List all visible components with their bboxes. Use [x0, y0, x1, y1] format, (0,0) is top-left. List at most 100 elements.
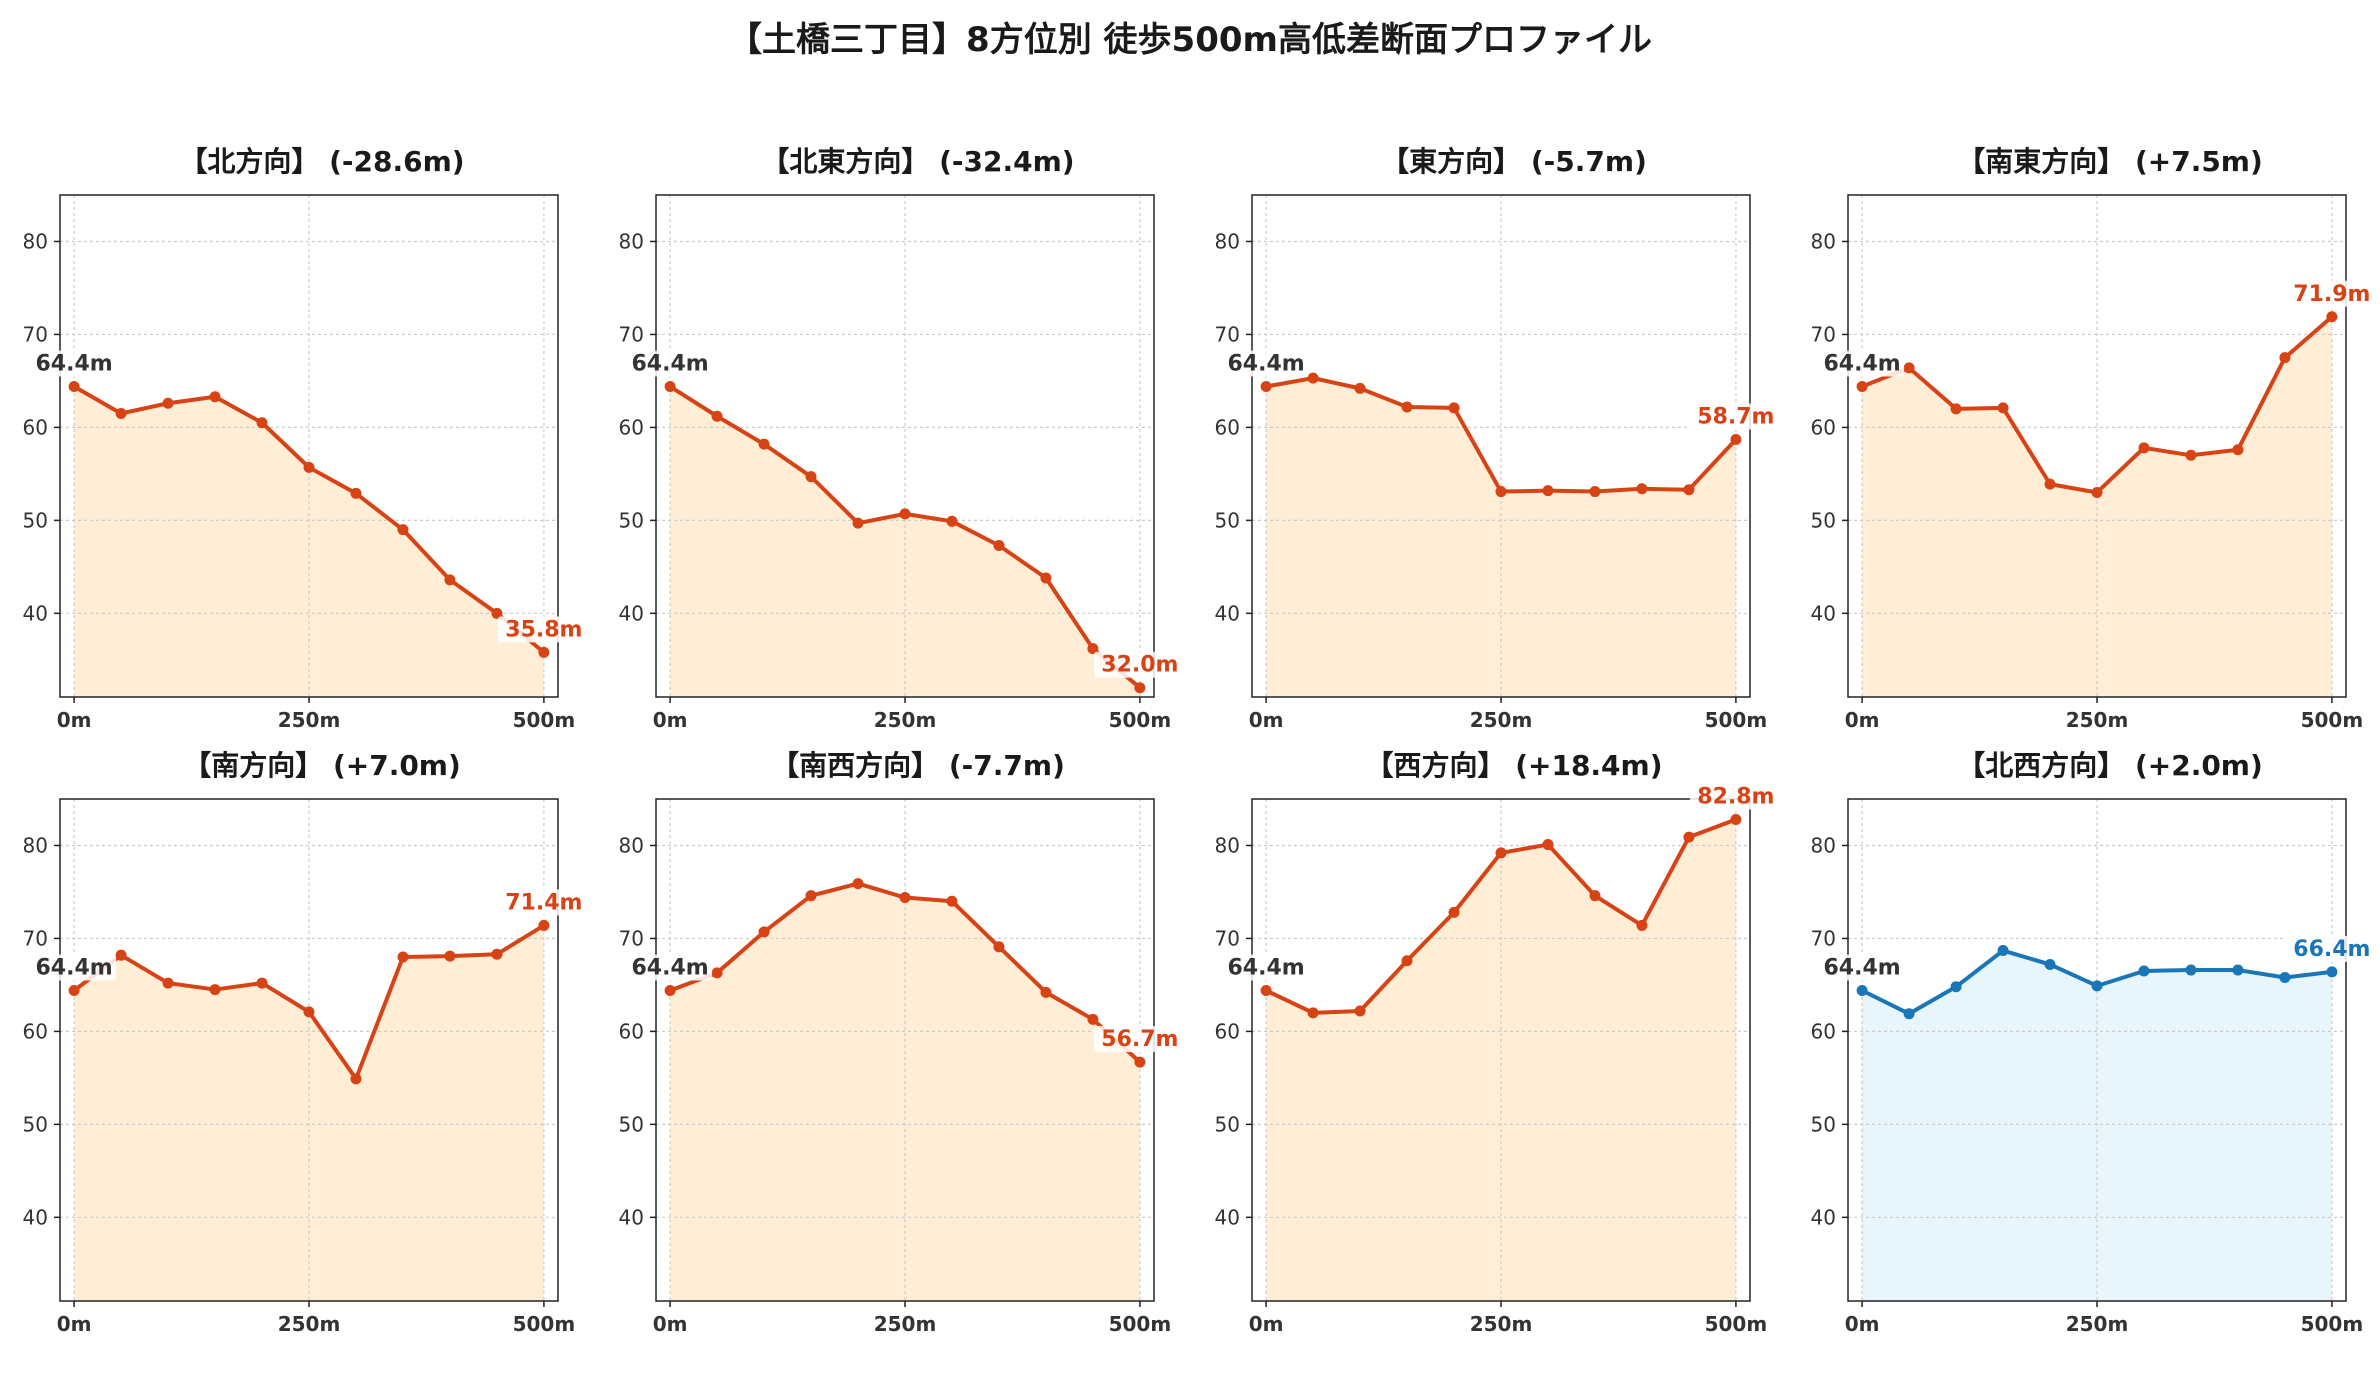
y-tick-label: 60	[23, 415, 48, 439]
data-point	[2091, 486, 2103, 498]
data-point	[1683, 484, 1695, 496]
x-tick-label: 0m	[1845, 708, 1880, 732]
end-label-bg	[1093, 1026, 1186, 1053]
data-point	[1354, 382, 1366, 394]
data-point	[2138, 442, 2150, 454]
profile-chart: 40 50 60 70 80 0m 250m 500m 64.4m 56.7m	[619, 798, 1186, 1336]
y-tick-label: 80	[23, 229, 48, 253]
data-point	[852, 517, 864, 529]
data-point	[852, 878, 864, 890]
profile-chart: 40 50 60 70 80 0m 250m 500m 64.4m 66.4m	[1811, 798, 2378, 1336]
y-tick-label: 50	[619, 508, 644, 532]
chart-panel-southwest: 【南西方向】 (-7.7m) 40 50 60 70 80 0m 250m 500m 64.4m…	[619, 744, 1208, 1364]
data-point	[1997, 402, 2009, 414]
end-label-bg	[497, 889, 590, 916]
area-fill	[1266, 819, 1736, 1301]
y-tick-label: 60	[1215, 1019, 1240, 1043]
data-point	[162, 397, 174, 409]
x-tick-label: 500m	[1109, 708, 1172, 732]
x-tick-label: 250m	[1470, 708, 1533, 732]
data-point	[805, 890, 817, 902]
end-label: 82.8m	[1697, 784, 1774, 809]
data-point	[1448, 402, 1460, 414]
data-point	[1856, 381, 1868, 393]
data-point	[1589, 486, 1601, 498]
data-point	[303, 1006, 315, 1018]
end-label-bg	[2285, 935, 2378, 962]
data-point	[1542, 485, 1554, 497]
data-point	[1950, 981, 1962, 993]
y-tick-label: 40	[1811, 601, 1836, 625]
x-tick-label: 500m	[513, 1312, 576, 1336]
data-point	[538, 646, 550, 658]
start-label: 64.4m	[1823, 352, 1900, 377]
y-tick-label: 80	[1811, 229, 1836, 253]
start-label: 64.4m	[1823, 956, 1900, 981]
data-point	[899, 508, 911, 520]
start-label-bg	[628, 350, 713, 377]
start-label-bg	[1820, 350, 1905, 377]
start-label: 64.4m	[1227, 956, 1304, 981]
end-label-bg	[1689, 403, 1782, 430]
panel-title: 【西方向】 (+18.4m)	[1365, 749, 1663, 782]
profile-chart: 40 50 60 70 80 0m 250m 500m 64.4m 71.9m	[1811, 194, 2378, 732]
y-tick-label: 80	[1215, 229, 1240, 253]
end-label: 56.7m	[1101, 1027, 1178, 1052]
data-point	[1307, 372, 1319, 384]
y-tick-label: 70	[1811, 322, 1836, 346]
data-point	[68, 381, 80, 393]
data-point	[2232, 444, 2244, 456]
start-label-bg	[32, 954, 117, 981]
y-tick-label: 50	[619, 1112, 644, 1136]
x-tick-label: 250m	[874, 708, 937, 732]
x-tick-label: 250m	[2066, 1312, 2129, 1336]
y-tick-label: 40	[1215, 1205, 1240, 1229]
end-label-bg	[497, 616, 590, 643]
data-point	[256, 417, 268, 429]
data-point	[1495, 486, 1507, 498]
data-point	[664, 381, 676, 393]
x-tick-label: 250m	[278, 1312, 341, 1336]
x-tick-label: 250m	[874, 1312, 937, 1336]
data-point	[1087, 643, 1099, 655]
x-tick-label: 0m	[57, 708, 92, 732]
data-point	[209, 984, 221, 996]
end-label: 71.9m	[2293, 282, 2370, 307]
chart-panel-west: 【西方向】 (+18.4m) 40 50 60 70 80 0m 250m 500m 64.4m…	[1215, 744, 1804, 1364]
start-label-bg	[1820, 954, 1905, 981]
data-point	[303, 461, 315, 473]
data-point	[68, 985, 80, 997]
data-point	[1903, 1008, 1915, 1020]
data-point	[256, 977, 268, 989]
data-point	[2185, 964, 2197, 976]
y-tick-label: 60	[1811, 1019, 1836, 1043]
data-point	[1856, 985, 1868, 997]
start-label: 64.4m	[631, 956, 708, 981]
y-tick-label: 70	[1215, 322, 1240, 346]
data-point	[1401, 401, 1413, 413]
x-tick-label: 250m	[2066, 708, 2129, 732]
y-tick-label: 50	[1215, 1112, 1240, 1136]
start-label: 64.4m	[35, 352, 112, 377]
start-label: 64.4m	[35, 956, 112, 981]
x-tick-label: 500m	[513, 708, 576, 732]
panel-title: 【南西方向】 (-7.7m)	[771, 749, 1065, 782]
data-point	[1134, 1056, 1146, 1068]
data-point	[1589, 890, 1601, 902]
y-tick-label: 70	[1811, 926, 1836, 950]
data-point	[444, 574, 456, 586]
data-point	[2091, 980, 2103, 992]
x-tick-label: 500m	[1109, 1312, 1172, 1336]
data-point	[2279, 352, 2291, 364]
y-tick-label: 70	[23, 926, 48, 950]
x-tick-label: 0m	[653, 1312, 688, 1336]
data-point	[1730, 433, 1742, 445]
panel-title: 【北東方向】 (-32.4m)	[761, 145, 1075, 178]
data-point	[1307, 1007, 1319, 1019]
area-fill	[1862, 316, 2332, 697]
start-label: 64.4m	[631, 352, 708, 377]
y-tick-label: 50	[23, 508, 48, 532]
data-point	[115, 407, 127, 419]
x-tick-label: 500m	[1705, 708, 1768, 732]
data-point	[993, 941, 1005, 953]
